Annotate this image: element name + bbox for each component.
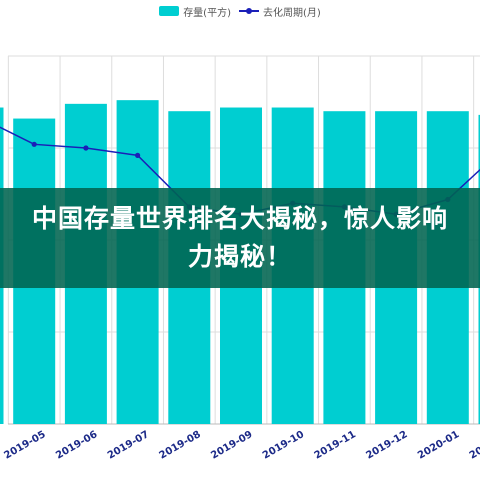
legend-item-storage[interactable]: 存量(平方) bbox=[159, 4, 231, 19]
legend-label-storage: 存量(平方) bbox=[183, 7, 231, 19]
legend-swatch-cycle bbox=[239, 6, 259, 16]
x-tick-label: 2019-11 bbox=[313, 429, 358, 461]
legend-swatch-cycle-dot bbox=[246, 8, 252, 14]
line-point-2019-06[interactable] bbox=[83, 145, 89, 151]
legend-item-cycle[interactable]: 去化周期(月) bbox=[239, 4, 321, 19]
x-tick-label: 2020-02 bbox=[468, 429, 480, 461]
x-tick-label: 2019-10 bbox=[261, 429, 306, 461]
x-tick-label: 2019-05 bbox=[2, 429, 47, 461]
x-tick-label: 2019-06 bbox=[54, 429, 99, 461]
title-banner: 中国存量世界排名大揭秘，惊人影响力揭秘！ bbox=[0, 188, 480, 288]
x-tick-label: 2020-01 bbox=[416, 429, 461, 461]
x-tick-label: 2019-07 bbox=[106, 429, 151, 461]
legend-label-cycle: 去化周期(月) bbox=[263, 7, 321, 19]
line-point-2019-05[interactable] bbox=[31, 141, 37, 147]
x-axis-tick-labels: 2019-05 2019-06 2019-07 2019-08 2019-09 2019-… bbox=[2, 429, 480, 461]
chart-legend[interactable]: 存量(平方) 去化周期(月) bbox=[0, 2, 480, 20]
x-tick-label: 2019-08 bbox=[158, 429, 203, 461]
x-tick-label: 2019-09 bbox=[209, 429, 254, 461]
line-point-2019-07[interactable] bbox=[135, 152, 141, 158]
banner-title: 中国存量世界排名大揭秘，惊人影响力揭秘！ bbox=[31, 204, 448, 271]
x-tick-label: 2019-12 bbox=[364, 429, 409, 461]
legend-swatch-storage bbox=[159, 6, 180, 16]
